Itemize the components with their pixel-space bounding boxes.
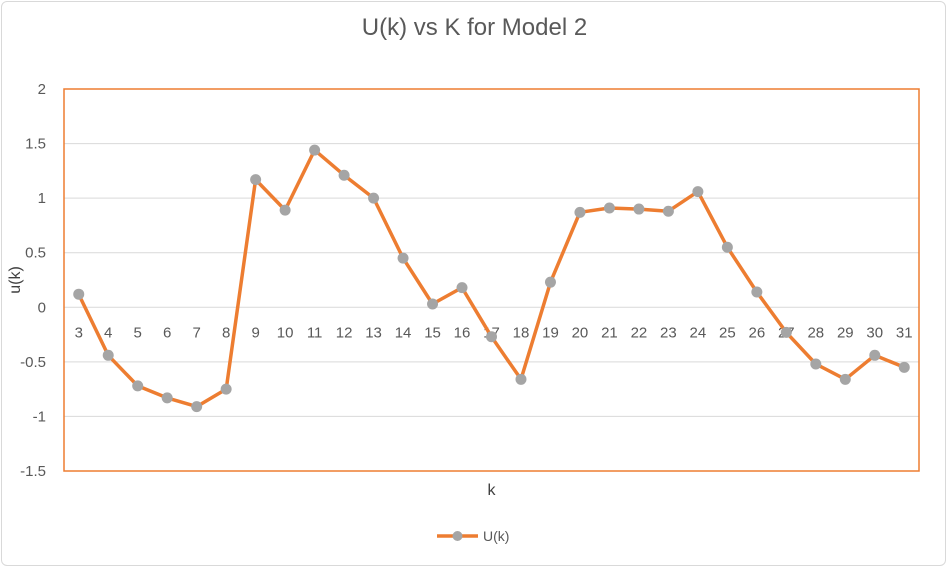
x-tick-label: 9 xyxy=(251,324,259,341)
data-point xyxy=(780,326,792,338)
chart-title: U(k) vs K for Model 2 xyxy=(361,14,588,41)
data-point xyxy=(692,186,704,198)
data-point xyxy=(515,373,527,385)
y-tick-label: -1 xyxy=(33,408,46,425)
x-tick-label: 20 xyxy=(572,324,589,341)
data-point xyxy=(839,373,851,385)
y-tick-label: -0.5 xyxy=(20,354,46,371)
legend-marker-swatch xyxy=(452,531,463,541)
x-axis-ticks: 3456789101112131415161718192021222324252… xyxy=(75,324,913,341)
x-tick-label: 13 xyxy=(365,324,382,341)
legend[interactable]: U(k) xyxy=(437,528,509,544)
series-markers xyxy=(73,144,910,413)
x-tick-label: 25 xyxy=(719,324,736,341)
plot-area-border xyxy=(63,88,920,472)
data-point xyxy=(338,169,350,181)
data-point xyxy=(633,203,645,215)
data-point xyxy=(309,144,321,156)
x-tick-label: 8 xyxy=(222,324,230,341)
data-point xyxy=(751,286,763,298)
x-tick-label: 21 xyxy=(601,324,618,341)
data-point xyxy=(397,252,409,264)
x-tick-label: 14 xyxy=(395,324,412,341)
y-tick-label: 2 xyxy=(38,81,46,98)
y-tick-label: 1.5 xyxy=(25,136,46,153)
data-point xyxy=(73,288,85,300)
series-line-u-k xyxy=(77,148,905,409)
x-tick-label: 3 xyxy=(75,324,83,341)
x-tick-label: 19 xyxy=(542,324,559,341)
data-point xyxy=(456,282,468,294)
data-point xyxy=(662,205,674,217)
x-tick-label: 12 xyxy=(336,324,353,341)
x-tick-label: 23 xyxy=(660,324,677,341)
y-tick-label: 0 xyxy=(38,299,46,316)
x-tick-label: 26 xyxy=(749,324,766,341)
y-axis-title: u(k) xyxy=(7,266,24,294)
data-point xyxy=(368,192,380,204)
x-tick-label: 29 xyxy=(837,324,854,341)
y-tick-label: -1.5 xyxy=(20,463,46,480)
x-tick-label: 10 xyxy=(277,324,294,341)
x-tick-label: 18 xyxy=(513,324,530,341)
legend-label: U(k) xyxy=(483,528,509,544)
data-point xyxy=(250,174,262,186)
y-axis-ticks: 2 1.5 1 0.5 0 -0.5 -1 -1.5 xyxy=(20,81,46,480)
data-point xyxy=(721,241,733,253)
data-point xyxy=(191,401,203,413)
x-tick-label: 30 xyxy=(866,324,883,341)
gridlines xyxy=(64,88,919,472)
x-tick-label: 15 xyxy=(424,324,441,341)
x-tick-label: 28 xyxy=(807,324,824,341)
x-tick-label: 7 xyxy=(193,324,201,341)
x-tick-label: 31 xyxy=(896,324,913,341)
data-point xyxy=(810,358,822,370)
x-tick-label: 6 xyxy=(163,324,171,341)
data-point xyxy=(574,206,586,218)
data-point xyxy=(603,202,615,214)
x-tick-label: 22 xyxy=(631,324,648,341)
x-tick-label: 16 xyxy=(454,324,471,341)
data-point xyxy=(161,392,173,404)
data-point xyxy=(427,298,439,310)
data-point xyxy=(898,361,910,373)
x-tick-label: 5 xyxy=(134,324,142,341)
data-point xyxy=(220,383,232,395)
y-tick-label: 0.5 xyxy=(25,245,46,262)
data-point xyxy=(486,331,497,343)
data-point xyxy=(869,349,881,361)
x-axis-title: k xyxy=(488,482,497,499)
y-tick-label: 1 xyxy=(38,190,46,207)
data-point xyxy=(102,349,114,361)
data-point xyxy=(279,204,291,216)
x-tick-label: 24 xyxy=(690,324,707,341)
x-tick-label: 4 xyxy=(104,324,112,341)
x-tick-label: 11 xyxy=(307,324,323,341)
data-point xyxy=(132,380,144,392)
data-point xyxy=(544,276,556,288)
